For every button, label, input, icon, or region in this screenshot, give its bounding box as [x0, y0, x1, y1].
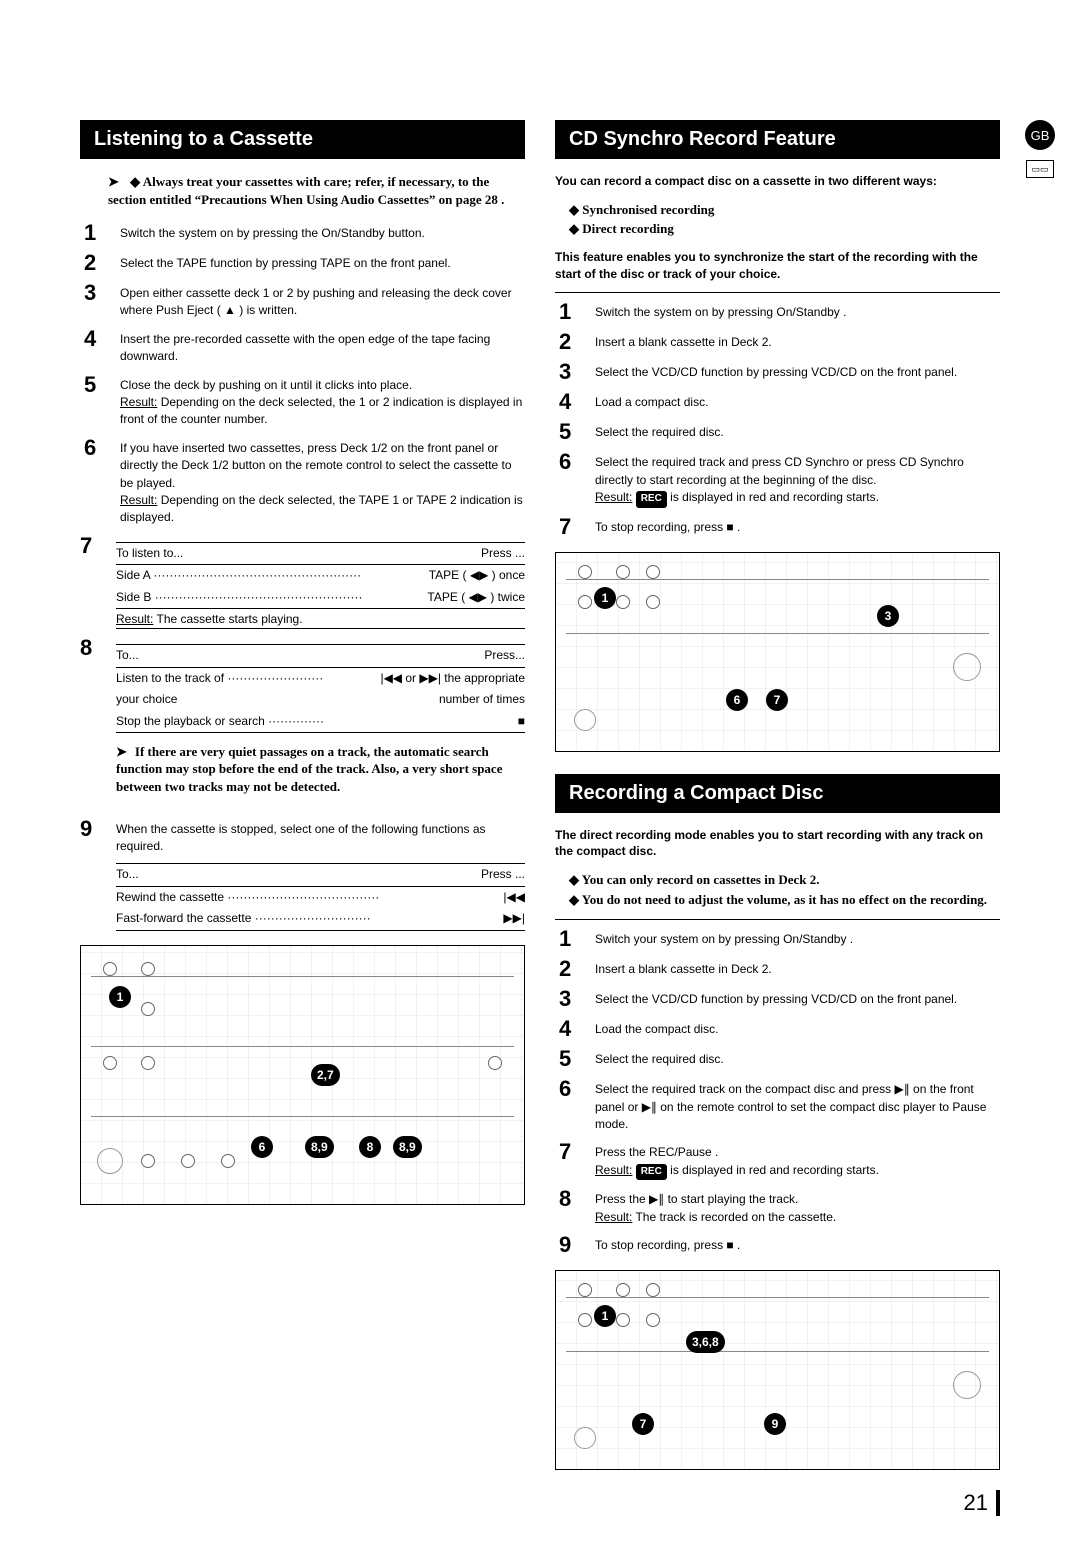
- diagram-callout: 3,6,8: [686, 1331, 725, 1353]
- step9-table: To...Press ... Rewind the cassette ·····…: [116, 863, 525, 930]
- cassette-steps: 1Switch the system on by pressing the On…: [84, 222, 525, 527]
- step: 6If you have inserted two cassettes, pre…: [84, 437, 525, 527]
- step: 6Select the required track on the compac…: [559, 1078, 1000, 1133]
- step: 3Open either cassette deck 1 or 2 by pus…: [84, 282, 525, 320]
- step-9: 9 When the cassette is stopped, select o…: [80, 818, 525, 931]
- step: 8Press the ▶∥ to start playing the track…: [559, 1188, 1000, 1226]
- table-row: Rewind the cassette ····················…: [116, 887, 525, 908]
- diagram-callout: 7: [632, 1413, 654, 1435]
- step7-table: To listen to...Press ... Side A ········…: [116, 542, 525, 630]
- bullet-item: You do not need to adjust the volume, as…: [569, 890, 1000, 910]
- record-cd-device-diagram: 1 3,6,8 7 9: [555, 1270, 1000, 1470]
- record-cd-bullets: You can only record on cassettes in Deck…: [569, 870, 1000, 909]
- section-title-record-cd: Recording a Compact Disc: [555, 774, 1000, 813]
- step: 7Press the REC/Pause .Result: REC is dis…: [559, 1141, 1000, 1180]
- diagram-callout: 2,7: [311, 1064, 340, 1086]
- cassette-icon: ▭▭: [1026, 160, 1054, 178]
- step: 1Switch the system on by pressing the On…: [84, 222, 525, 244]
- record-cd-intro: The direct recording mode enables you to…: [555, 827, 1000, 861]
- cassette-device-diagram: 1 2,7 6 8,9 8 8,9: [80, 945, 525, 1205]
- diagram-callout: 8,9: [393, 1136, 422, 1158]
- table-row: Side A ·································…: [116, 565, 525, 586]
- step: 4Load a compact disc.: [559, 391, 1000, 413]
- left-column: Listening to a Cassette Always treat you…: [80, 120, 525, 1516]
- table-row: Listen to the track of ·················…: [116, 668, 525, 689]
- step: 5Select the required disc.: [559, 421, 1000, 443]
- diagram-callout: 6: [726, 689, 748, 711]
- diagram-callout: 1: [594, 1305, 616, 1327]
- diagram-callout: 8: [359, 1136, 381, 1158]
- step: 9To stop recording, press ■ .: [559, 1234, 1000, 1256]
- bullet-item: You can only record on cassettes in Deck…: [569, 870, 1000, 890]
- side-badges: GB ▭▭: [1022, 120, 1058, 178]
- synchro-steps: 1Switch the system on by pressing On/Sta…: [559, 301, 1000, 537]
- right-column: GB ▭▭ CD Synchro Record Feature You can …: [555, 120, 1000, 1516]
- step8-table: To...Press... Listen to the track of ···…: [116, 644, 525, 733]
- section-title-synchro: CD Synchro Record Feature: [555, 120, 1000, 159]
- step: 5Close the deck by pushing on it until i…: [84, 374, 525, 429]
- synchro-bullets: Synchronised recordingDirect recording: [569, 200, 1000, 239]
- step: 5Select the required disc.: [559, 1048, 1000, 1070]
- step: 7To stop recording, press ■ .: [559, 516, 1000, 538]
- synchro-intro: You can record a compact disc on a casse…: [555, 173, 1000, 190]
- step: 2Insert a blank cassette in Deck 2.: [559, 331, 1000, 353]
- diagram-callout: 3: [877, 605, 899, 627]
- diagram-callout: 7: [766, 689, 788, 711]
- step-8: 8 To...Press... Listen to the track of ·…: [80, 637, 525, 809]
- step: 4Insert the pre-recorded cassette with t…: [84, 328, 525, 366]
- step: 1Switch the system on by pressing On/Sta…: [559, 301, 1000, 323]
- step: 2Insert a blank cassette in Deck 2.: [559, 958, 1000, 980]
- record-cd-steps: 1Switch your system on by pressing On/St…: [559, 928, 1000, 1256]
- diagram-callout: 8,9: [305, 1136, 334, 1158]
- cassette-care-note: Always treat your cassettes with care; r…: [108, 173, 525, 208]
- step: 1Switch your system on by pressing On/St…: [559, 928, 1000, 950]
- region-badge: GB: [1025, 120, 1055, 150]
- diagram-callout: 1: [109, 986, 131, 1008]
- synchro-feature-text: This feature enables you to synchronize …: [555, 249, 1000, 283]
- table-row: Side B ·································…: [116, 587, 525, 608]
- diagram-callout: 9: [764, 1413, 786, 1435]
- step: 3Select the VCD/CD function by pressing …: [559, 988, 1000, 1010]
- table-row: Fast-forward the cassette ··············…: [116, 908, 525, 929]
- step: 6Select the required track and press CD …: [559, 451, 1000, 507]
- table-row: Stop the playback or search ············…: [116, 711, 525, 732]
- step: 4Load the compact disc.: [559, 1018, 1000, 1040]
- section-title-cassette: Listening to a Cassette: [80, 120, 525, 159]
- step8-note: If there are very quiet passages on a tr…: [116, 743, 525, 796]
- bullet-item: Synchronised recording: [569, 200, 1000, 220]
- manual-page: Listening to a Cassette Always treat you…: [80, 120, 1000, 1516]
- table-row: your choicenumber of times: [116, 689, 525, 710]
- step: 3Select the VCD/CD function by pressing …: [559, 361, 1000, 383]
- page-number: 21: [555, 1490, 1000, 1516]
- synchro-device-diagram: 1 3 67: [555, 552, 1000, 752]
- step-7: 7 To listen to...Press ... Side A ······…: [80, 535, 525, 630]
- step: 2Select the TAPE function by pressing TA…: [84, 252, 525, 274]
- diagram-callout: 6: [251, 1136, 273, 1158]
- diagram-callout: 1: [594, 587, 616, 609]
- bullet-item: Direct recording: [569, 219, 1000, 239]
